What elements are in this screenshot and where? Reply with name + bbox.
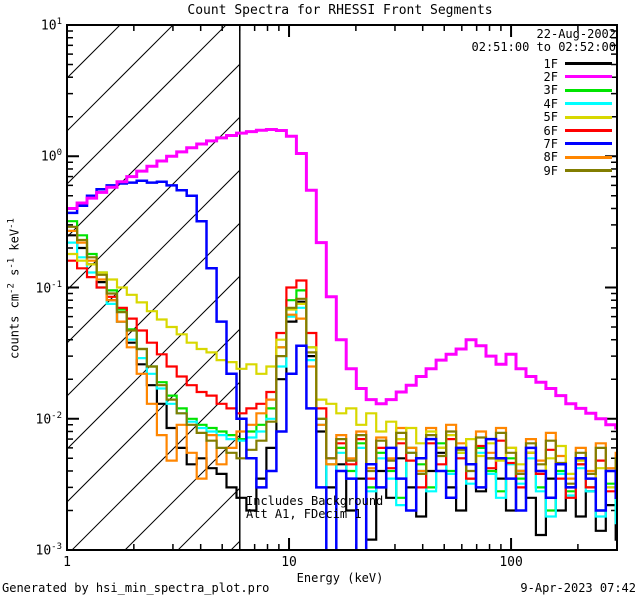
spectrum-curve-2f: [67, 128, 617, 430]
legend-item-6f: 6F: [544, 124, 612, 137]
legend-item-1f: 1F: [544, 57, 612, 70]
spectrum-curve-5f: [67, 252, 617, 489]
footer-timestamp: 9-Apr-2023 07:42: [520, 581, 636, 595]
legend-color-swatch: [565, 169, 612, 173]
x-tick-label: 10: [281, 555, 297, 570]
y-tick-label: 10-1: [35, 279, 63, 296]
legend-color-swatch: [565, 129, 612, 132]
annotation-background-note: Includes Background: [246, 494, 384, 508]
legend-item-7f: 7F: [544, 137, 612, 150]
legend-color-swatch: [565, 88, 612, 92]
spectra-curves: [67, 128, 617, 550]
legend-datetime: 22-Aug-2002 02:51:00 to 02:52:00: [472, 28, 617, 54]
legend-color-swatch: [565, 115, 612, 119]
plot-border: [66, 24, 618, 551]
legend-color-swatch: [565, 155, 612, 159]
x-tick-label: 1: [63, 555, 71, 570]
y-tick-label: 10-2: [35, 410, 63, 428]
annotation-attenuator-note: Att A1, FDecim 1: [246, 506, 362, 521]
legend-color-swatch: [565, 102, 612, 106]
legend-date: 22-Aug-2002: [536, 27, 616, 41]
y-tick-label: 101: [40, 17, 62, 34]
legend-item-9f: 9F: [544, 164, 612, 177]
legend-item-label: 8F: [543, 150, 558, 165]
spectrum-curve-1f: [67, 234, 617, 541]
legend-time-range: 02:51:00 to 02:52:00: [471, 40, 617, 54]
legend-item-label: 9F: [543, 163, 558, 178]
spectrum-curve-7f: [67, 179, 617, 550]
y-tick-label: 100: [40, 148, 62, 165]
legend-color-swatch: [565, 62, 612, 65]
legend-item-label: 3F: [543, 83, 558, 98]
x-axis-title: Energy (keV): [296, 571, 384, 585]
spectrum-curve-8f: [67, 229, 617, 480]
legend-item-label: 6F: [543, 123, 558, 138]
legend-item-label: 2F: [543, 69, 558, 84]
x-tick-label: 100: [499, 555, 523, 570]
legend-item-5f: 5F: [544, 111, 612, 124]
y-tick-label: 10-3: [35, 542, 63, 559]
legend-color-swatch: [565, 75, 612, 79]
legend-color-swatch: [565, 142, 612, 146]
legend-item-label: 7F: [543, 136, 558, 151]
footer-generator-note: Generated by hsi_min_spectra_plot.pro: [2, 581, 270, 595]
legend-item-4f: 4F: [544, 97, 612, 110]
plot-annotation: Includes Background Att A1, FDecim 1: [246, 495, 383, 520]
spectrum-curve-4f: [67, 241, 617, 550]
legend-item-3f: 3F: [544, 84, 612, 97]
plot-title: Count Spectra for RHESSI Front Segments: [187, 3, 493, 18]
legend-item-label: 1F: [543, 56, 558, 71]
legend-item-2f: 2F: [544, 70, 612, 83]
spectrum-curve-9f: [67, 225, 617, 485]
legend-item-label: 5F: [543, 110, 558, 125]
legend-item-label: 4F: [543, 96, 558, 111]
legend-item-8f: 8F: [544, 151, 612, 164]
